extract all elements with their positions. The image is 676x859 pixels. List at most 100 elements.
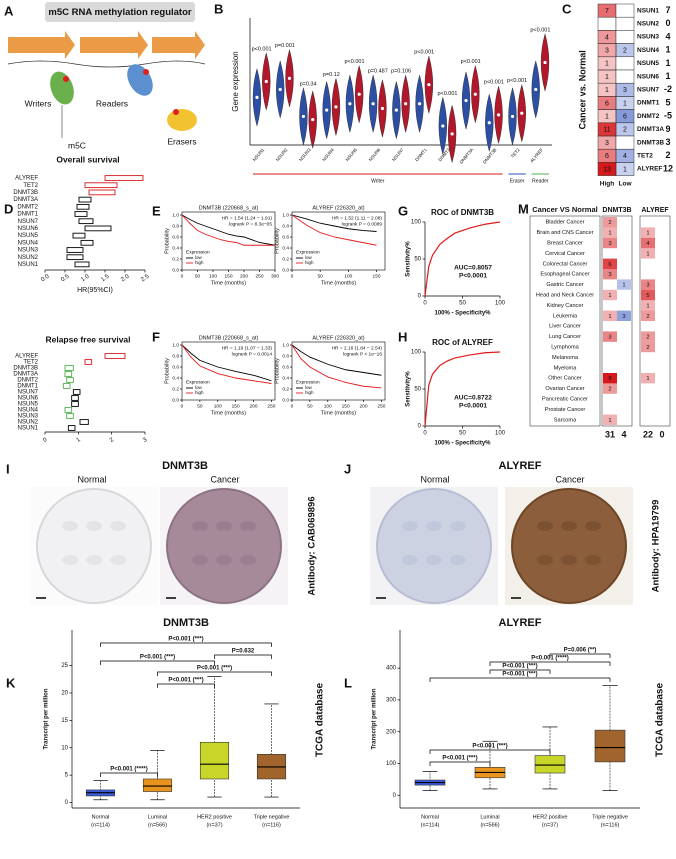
median-dot <box>510 114 515 119</box>
row-label: DNMT2 <box>17 204 38 210</box>
survival-curve <box>181 344 272 384</box>
y-tick-label: 100 <box>411 220 422 226</box>
group-label: Writer <box>371 178 385 184</box>
cancer-type: Leukemia <box>553 313 578 319</box>
comparison-label: P<0.001 (***) <box>140 655 175 661</box>
comparison-bracket <box>100 642 272 647</box>
tissue-texture <box>216 555 232 565</box>
legend-label: low <box>305 255 313 260</box>
n-label: (n=116) <box>601 822 620 828</box>
hr-interval <box>66 254 84 261</box>
cancer-type: Lymphoma <box>551 344 579 350</box>
schematic-title: m5C RNA methylation regulator <box>48 7 192 18</box>
readers-label: Readers <box>96 98 128 108</box>
tissue-texture <box>537 555 553 565</box>
hr-interval <box>64 365 74 371</box>
x-tick-label: 100 <box>214 403 222 409</box>
difference: 9 <box>665 124 670 134</box>
y-tick-label: 25 <box>61 663 68 669</box>
y-tick-label: 1.0 <box>172 342 179 348</box>
box <box>594 729 626 763</box>
heat-cell <box>641 331 655 342</box>
median-dot <box>473 92 477 96</box>
difference: 2 <box>665 150 670 160</box>
total: 31 <box>605 429 615 439</box>
cell-value: 4 <box>646 241 650 247</box>
heat-cell <box>603 227 617 238</box>
hr-interval <box>79 419 89 425</box>
comparison-bracket <box>489 661 611 666</box>
heat-cell <box>641 227 655 238</box>
x-tick-label: 100 <box>495 431 506 437</box>
x-tick-label: Normal <box>421 814 439 820</box>
annotation: logrank P < 1e−16 <box>343 351 382 357</box>
legend-label: high <box>195 390 204 395</box>
ihc-title: DNMT3B <box>162 460 208 472</box>
methyl-dot <box>63 76 69 82</box>
column-label: High <box>600 180 614 187</box>
methyl-dot <box>173 109 179 115</box>
x-tick-label: 0.5 <box>60 273 71 283</box>
x-tick-label: 50 <box>318 273 324 279</box>
plot-title: DNMT3B (220668_s_at) <box>199 205 259 211</box>
cell-value: 3 <box>605 140 609 147</box>
annotation: P<0.0001 <box>459 273 487 280</box>
cell-value: 1 <box>608 293 611 299</box>
survival-curve <box>181 214 276 246</box>
cell-value: 2 <box>608 387 611 393</box>
cell-value: 2 <box>646 345 649 351</box>
heat-cell <box>603 237 617 249</box>
y-tick-label: 0.0 <box>172 267 179 273</box>
plot-title: ALYREF <box>499 617 542 629</box>
hr-interval <box>64 371 73 377</box>
box <box>534 755 566 774</box>
cell-value: 6 <box>605 100 609 107</box>
heat-cell <box>641 237 655 249</box>
difference: -5 <box>664 111 672 121</box>
tissue-texture <box>62 521 78 531</box>
cancer-type: Other Cancer <box>548 376 582 382</box>
x-tick-label: 150 <box>224 273 232 279</box>
tissue-texture <box>240 555 256 565</box>
p-value: p<0.001 <box>461 59 481 65</box>
y-tick-label: 0 <box>418 294 422 300</box>
cell-value: 1 <box>608 418 611 424</box>
x-tick-label: 0 <box>423 431 427 437</box>
row-label: DNMT1 <box>17 384 38 390</box>
x-axis-label: 100% - Specificity% <box>434 311 491 317</box>
row-label: DNMT3B <box>13 190 38 196</box>
cancer-type: Bladder Cancer <box>546 220 585 226</box>
panel-label: L <box>344 675 352 690</box>
row-label: NSUN4 <box>637 47 659 54</box>
ihc-normal-label: Normal <box>420 474 449 484</box>
tissue-core <box>511 488 627 604</box>
y-axis-label: Cancer vs. Normal <box>577 50 587 129</box>
antibody-label: Antibody: CAB069896 <box>307 496 318 595</box>
x-tick-label: Luminal <box>480 814 499 820</box>
row-label: NSUN1 <box>18 426 39 432</box>
cancer-type: Breast Cancer <box>547 240 583 246</box>
row-label: NSUN6 <box>637 73 659 80</box>
empty-cell <box>615 56 635 71</box>
tissue-core <box>166 488 282 604</box>
tissue-texture <box>240 521 256 531</box>
legend-label: low <box>195 255 203 260</box>
heat-cell <box>615 162 635 176</box>
cell-value: 1 <box>646 251 649 257</box>
cancer-type: Gastric Cancer <box>546 282 583 288</box>
comparison-bracket <box>100 772 158 777</box>
x-tick-label: 1.5 <box>100 273 111 283</box>
y-axis-label: Probability <box>274 228 280 254</box>
median-dot <box>301 114 306 119</box>
y-tick-label: 0.6 <box>282 234 289 240</box>
heat-cell <box>641 300 655 311</box>
row-label: DNMT3A <box>13 197 38 203</box>
y-tick-label: 0 <box>418 424 422 430</box>
panel-label: G <box>398 203 408 218</box>
x-tick-label: 0 <box>291 273 294 279</box>
comparison-label: P<0.001 (****) <box>531 656 569 662</box>
x-tick-label: 50 <box>195 273 201 279</box>
hr-interval <box>71 401 79 407</box>
cell-value: 2 <box>623 127 627 134</box>
